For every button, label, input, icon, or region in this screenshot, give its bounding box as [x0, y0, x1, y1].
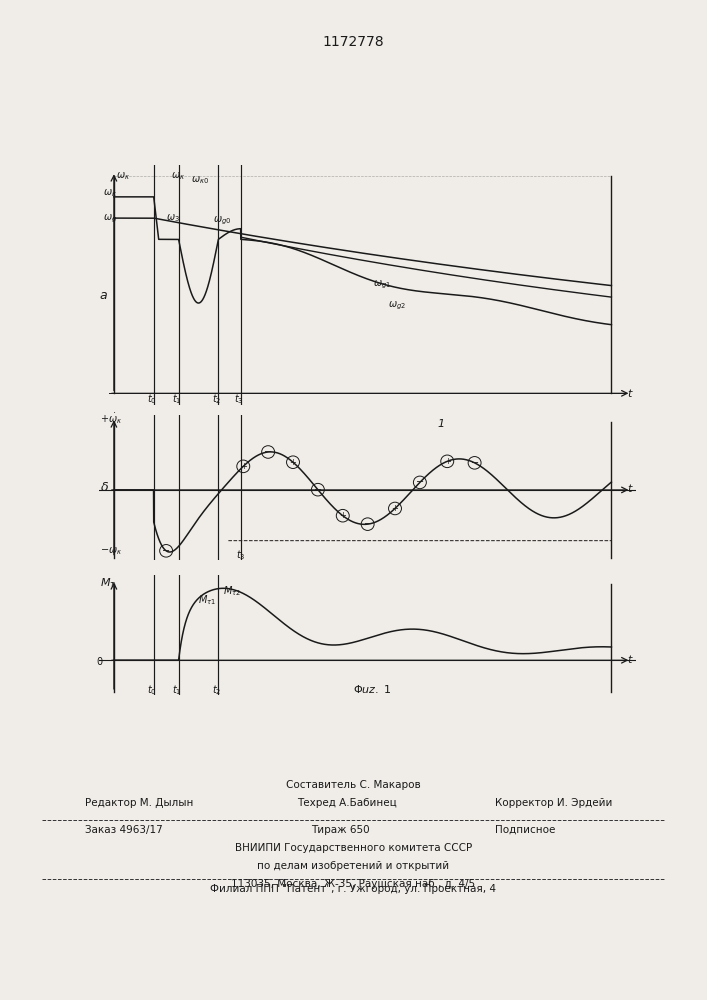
Text: −: −: [363, 519, 372, 529]
Text: $\omega_{g0}$: $\omega_{g0}$: [214, 215, 232, 227]
Text: $\delta$: $\delta$: [100, 481, 109, 494]
Text: $\omega_\kappa$: $\omega_\kappa$: [103, 187, 117, 199]
Text: $t_1$: $t_1$: [172, 683, 181, 697]
Text: $t_2$: $t_2$: [211, 683, 221, 697]
Text: $t_1$: $t_1$: [172, 392, 181, 406]
Text: $\omega_{g1}$: $\omega_{g1}$: [373, 278, 391, 291]
Text: Подписное: Подписное: [495, 825, 555, 835]
Text: Редактор М. Дылын: Редактор М. Дылын: [85, 798, 193, 808]
Text: $\omega_3$: $\omega_3$: [166, 212, 180, 224]
Text: $\Phi u z.\; 1$: $\Phi u z.\; 1$: [353, 683, 391, 695]
Text: $M_{\tau1}$: $M_{\tau1}$: [199, 593, 216, 607]
Text: $t_0$: $t_0$: [147, 392, 156, 406]
Text: −: −: [264, 447, 272, 457]
Text: +: +: [444, 457, 450, 466]
Text: t: t: [627, 655, 632, 665]
Text: Корректор И. Эрдейи: Корректор И. Эрдейи: [495, 798, 612, 808]
Text: $\omega_{\kappa 0}$: $\omega_{\kappa 0}$: [191, 174, 209, 186]
Text: Тираж 650: Тираж 650: [311, 825, 370, 835]
Text: +: +: [339, 511, 346, 520]
Text: $M_\tau$: $M_\tau$: [100, 576, 116, 590]
Text: $-\dot{\omega}_\kappa$: $-\dot{\omega}_\kappa$: [100, 542, 122, 557]
Text: −: −: [471, 458, 479, 468]
Text: $\omega_g$: $\omega_g$: [103, 213, 117, 225]
Text: 1: 1: [438, 419, 445, 429]
Text: +: +: [392, 504, 399, 513]
Text: Филиал ППП "Патент", г. Ужгород, ул. Проектная, 4: Филиал ППП "Патент", г. Ужгород, ул. Про…: [211, 884, 496, 894]
Text: −: −: [162, 546, 170, 556]
Text: t: t: [627, 389, 632, 399]
Text: Составитель С. Макаров: Составитель С. Макаров: [286, 780, 421, 790]
Text: $t_0$: $t_0$: [147, 683, 156, 697]
Text: $M_{\tau2}$: $M_{\tau2}$: [223, 585, 241, 598]
Text: −: −: [314, 485, 322, 495]
Text: +: +: [290, 458, 296, 467]
Text: $\omega_\kappa$: $\omega_\kappa$: [171, 170, 185, 182]
Text: a: a: [100, 289, 107, 302]
Text: −: −: [416, 477, 424, 487]
Text: $+\dot{\omega}_\kappa$: $+\dot{\omega}_\kappa$: [100, 411, 122, 426]
Text: +: +: [240, 462, 247, 471]
Text: $t_3$: $t_3$: [236, 549, 245, 562]
Text: t: t: [627, 484, 632, 494]
Text: $t_3$: $t_3$: [234, 392, 244, 406]
Text: по делам изобретений и открытий: по делам изобретений и открытий: [257, 861, 450, 871]
Text: $\omega_\kappa$: $\omega_\kappa$: [117, 170, 131, 182]
Text: $t_2$: $t_2$: [211, 392, 221, 406]
Text: Техред А.Бабинец: Техред А.Бабинец: [297, 798, 397, 808]
Text: 0: 0: [97, 657, 103, 667]
Text: $\omega_{g2}$: $\omega_{g2}$: [387, 300, 406, 312]
Text: ВНИИПИ Государственного комитета СССР: ВНИИПИ Государственного комитета СССР: [235, 843, 472, 853]
Text: Заказ 4963/17: Заказ 4963/17: [85, 825, 163, 835]
Text: 113035, Москва, Ж-35, Раушская наб., д. 4/5: 113035, Москва, Ж-35, Раушская наб., д. …: [231, 879, 476, 889]
Text: 1172778: 1172778: [322, 35, 385, 49]
